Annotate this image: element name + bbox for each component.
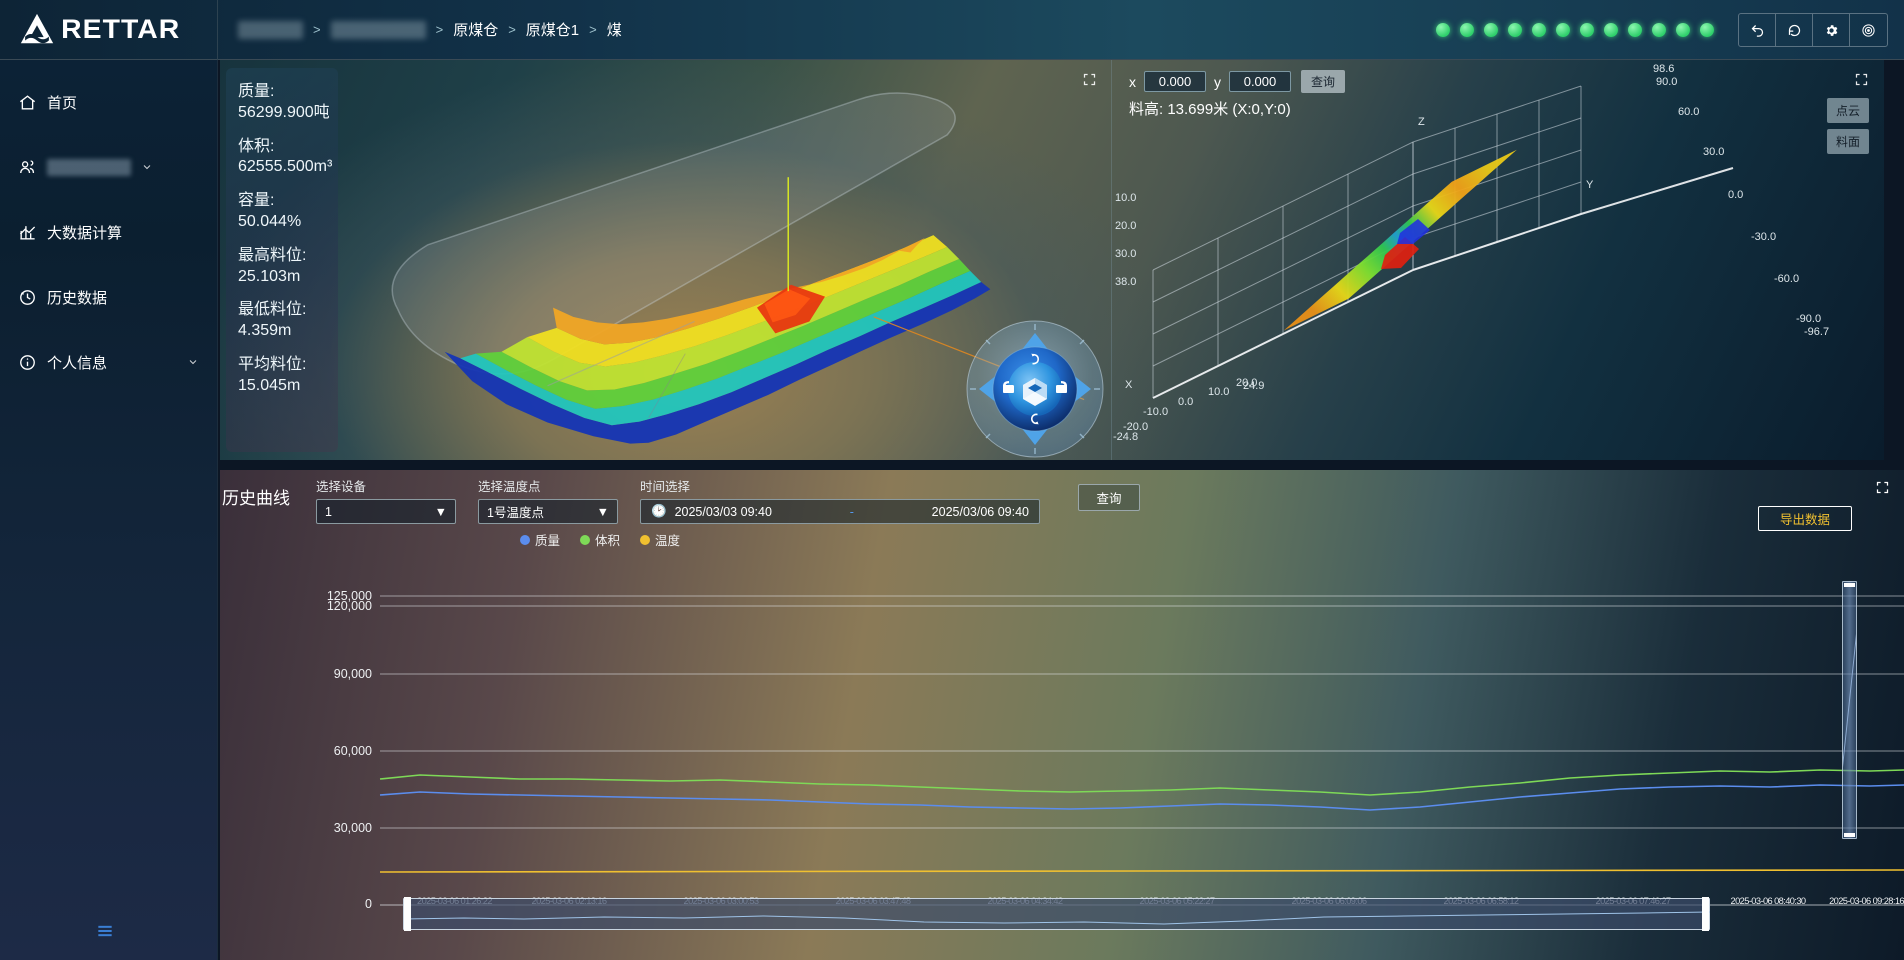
svg-text:-30.0: -30.0	[1751, 231, 1776, 243]
svg-text:20.0: 20.0	[1115, 220, 1136, 232]
svg-text:Y: Y	[1586, 179, 1594, 191]
svg-text:-96.7: -96.7	[1804, 326, 1829, 338]
svg-text:98.6: 98.6	[1653, 63, 1674, 75]
svg-text:90.0: 90.0	[1656, 76, 1677, 88]
svg-text:X: X	[1125, 379, 1133, 391]
svg-text:60,000: 60,000	[334, 744, 372, 758]
svg-text:0.0: 0.0	[1178, 396, 1193, 408]
svg-text:30.0: 30.0	[1703, 146, 1724, 158]
svg-text:120,000: 120,000	[327, 599, 372, 613]
svg-text:30,000: 30,000	[334, 821, 372, 835]
svg-text:30.0: 30.0	[1115, 248, 1136, 260]
svg-text:Z: Z	[1418, 116, 1425, 128]
svg-text:2025-03-06 08:40:30: 2025-03-06 08:40:30	[1731, 896, 1806, 906]
svg-text:-90.0: -90.0	[1796, 313, 1821, 325]
svg-text:-60.0: -60.0	[1774, 273, 1799, 285]
svg-text:-10.0: -10.0	[1143, 406, 1168, 418]
svg-text:90,000: 90,000	[334, 667, 372, 681]
svg-text:10.0: 10.0	[1115, 192, 1136, 204]
svg-text:0: 0	[365, 897, 372, 908]
svg-text:60.0: 60.0	[1678, 106, 1699, 118]
svg-text:38.0: 38.0	[1115, 276, 1136, 288]
svg-text:10.0: 10.0	[1208, 386, 1229, 398]
svg-text:-24.8: -24.8	[1113, 431, 1138, 443]
svg-text:24.9: 24.9	[1243, 380, 1264, 392]
svg-text:2025-03-06 09:28:16: 2025-03-06 09:28:16	[1829, 896, 1904, 906]
svg-text:0.0: 0.0	[1728, 189, 1743, 201]
